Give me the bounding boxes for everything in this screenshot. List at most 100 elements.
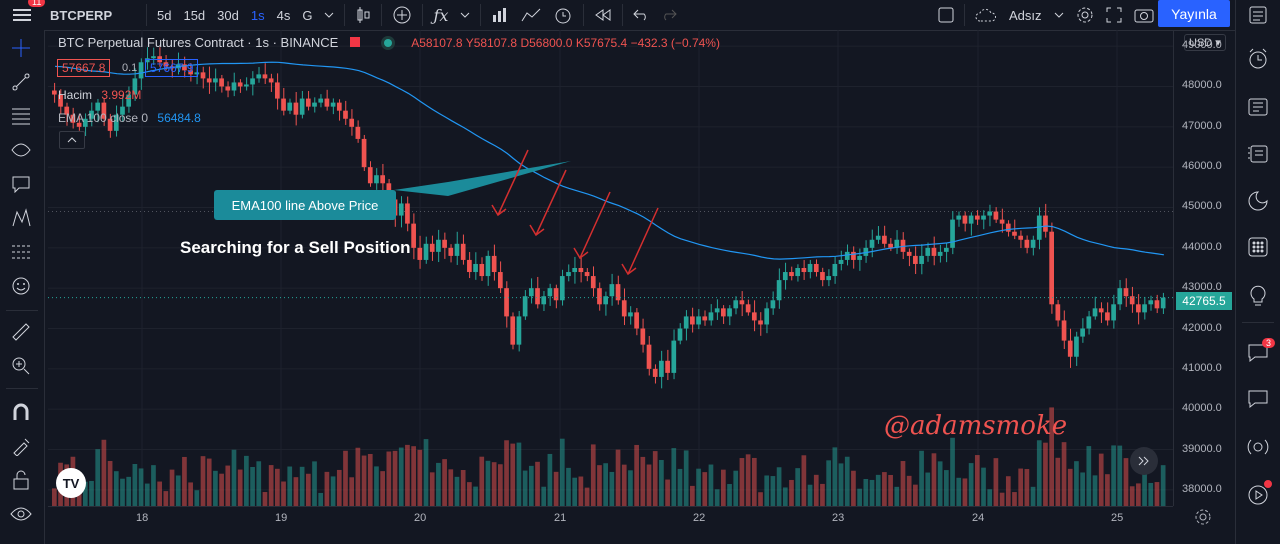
volume-bar (603, 463, 608, 506)
candle-body (857, 255, 862, 260)
tradingview-logo[interactable]: TV (56, 468, 86, 498)
ideas-lightbulb-icon[interactable] (1245, 282, 1271, 308)
volume-bar (547, 453, 553, 506)
chevron-down-icon[interactable] (1048, 0, 1070, 30)
zoom-in-icon[interactable] (9, 354, 33, 378)
time-axis[interactable]: 18 19 20 21 22 23 24 25 (48, 506, 1173, 531)
candle-body (1086, 316, 1092, 329)
candle-body (944, 247, 949, 252)
settings-gear-icon[interactable] (1070, 0, 1100, 30)
axis-settings-gear-icon[interactable] (1194, 508, 1214, 528)
layout-name[interactable]: Adsız (1009, 7, 1042, 23)
prediction-icon[interactable] (9, 240, 33, 264)
candle-body (1136, 304, 1141, 313)
news-icon[interactable] (1245, 94, 1271, 120)
publish-button[interactable]: Yayınla (1158, 0, 1230, 27)
volume-bar (851, 470, 856, 506)
time-tick-label: 20 (414, 512, 427, 524)
candle-body (925, 247, 931, 256)
menu-icon[interactable] (0, 0, 44, 30)
camera-icon[interactable] (1128, 0, 1160, 30)
flag-icon[interactable] (349, 37, 360, 47)
fullscreen-icon[interactable] (1100, 0, 1128, 30)
scroll-to-realtime-button[interactable] (1130, 447, 1158, 475)
eye-icon[interactable] (9, 502, 33, 526)
ohlc-high: Y58107.8 (465, 36, 518, 50)
calendar-grid-icon[interactable] (1245, 234, 1271, 260)
candle-body (826, 276, 831, 281)
streams-icon[interactable] (1245, 434, 1271, 460)
undo-icon[interactable] (627, 0, 655, 30)
magnet-icon[interactable] (9, 400, 33, 424)
timeframe-5d[interactable]: 5d (157, 7, 172, 23)
candle-body (330, 102, 336, 107)
redo-icon[interactable] (655, 0, 683, 30)
stay-in-drawing-mode-icon[interactable] (9, 434, 33, 458)
candle-body (751, 312, 757, 321)
text-comment-icon[interactable] (9, 172, 33, 196)
messages-icon[interactable] (1245, 386, 1271, 412)
arrow-line[interactable] (627, 207, 659, 275)
candle-body (429, 243, 435, 252)
price-axis[interactable]: USD ▾ 49000.0 48000.0 47000.0 46000.0 45000.… (1173, 30, 1236, 506)
hotlist-icon[interactable] (1245, 188, 1271, 214)
candle-body (1018, 235, 1024, 240)
timeframe-1s[interactable]: 1s (250, 7, 265, 23)
arrow-line[interactable] (535, 169, 567, 236)
alert-icon[interactable] (547, 0, 579, 30)
volume-bar (237, 469, 243, 506)
fib-retracement-icon[interactable] (9, 104, 33, 128)
crosshair-icon[interactable] (9, 36, 33, 60)
alarm-clock-icon[interactable] (1245, 46, 1271, 72)
timeframe-4s[interactable]: 4s (276, 7, 291, 23)
volume-bar (144, 483, 150, 506)
volume-bar (1005, 476, 1011, 506)
annotation-callout[interactable]: EMA100 line Above Price (214, 190, 396, 220)
collapse-legend-button[interactable] (59, 131, 85, 149)
trend-line-icon[interactable] (9, 70, 33, 94)
candle-body (733, 300, 739, 309)
emoji-icon[interactable] (9, 274, 33, 298)
timeframe-30d[interactable]: 30d (217, 7, 239, 23)
volume-bar (151, 465, 156, 506)
timeframe-15d[interactable]: 15d (183, 7, 206, 23)
ruler-icon[interactable] (9, 320, 33, 344)
chevron-down-icon[interactable] (318, 0, 340, 30)
candle-type-icon[interactable] (349, 0, 377, 30)
price-chart[interactable] (48, 30, 1173, 506)
timeframe-G[interactable]: G (302, 7, 313, 23)
financials-icon[interactable] (485, 0, 515, 30)
price-tick-label: 40000.0 (1182, 402, 1222, 415)
pattern-icon[interactable] (9, 206, 33, 230)
volume-bar (1098, 453, 1104, 506)
candle-body (578, 268, 584, 273)
fullscreen-square-icon[interactable] (932, 0, 960, 30)
candle-body (448, 247, 454, 256)
volume-bar (708, 464, 714, 506)
arrow-line[interactable] (497, 149, 529, 216)
series-title[interactable]: BTC Perpetual Futures Contract · 1s · BI… (58, 35, 339, 50)
compare-icon[interactable] (515, 0, 547, 30)
replay-icon[interactable] (588, 0, 618, 30)
chevron-down-icon[interactable] (454, 0, 476, 30)
buy-price-box[interactable]: 57667.9 (145, 59, 199, 77)
symbol-search[interactable]: BTCPERP (50, 7, 113, 23)
currency-selector[interactable]: USD ▾ (1184, 34, 1226, 51)
arrow-line[interactable] (579, 191, 611, 259)
right-sidebar: 3 (1235, 0, 1280, 544)
candle-body (888, 243, 893, 248)
watermark-text: @adamsmoke (884, 411, 1068, 441)
data-window-icon[interactable] (1245, 140, 1271, 166)
shapes-icon[interactable] (9, 138, 33, 162)
watchlist-icon[interactable] (1245, 2, 1271, 28)
candle-body (194, 72, 200, 75)
play-icon[interactable] (1245, 482, 1271, 508)
lock-icon[interactable] (9, 468, 33, 492)
annotation-note[interactable]: Searching for a Sell Position (180, 238, 411, 257)
add-indicator-icon[interactable] (386, 0, 418, 30)
indicators-icon[interactable]: ƒx (433, 5, 449, 25)
volume-bar (349, 477, 355, 506)
volume-bar (1030, 486, 1036, 506)
sell-price-box[interactable]: 57667.8 (57, 59, 111, 77)
chart-legend: BTC Perpetual Futures Contract · 1s · BI… (58, 35, 720, 50)
